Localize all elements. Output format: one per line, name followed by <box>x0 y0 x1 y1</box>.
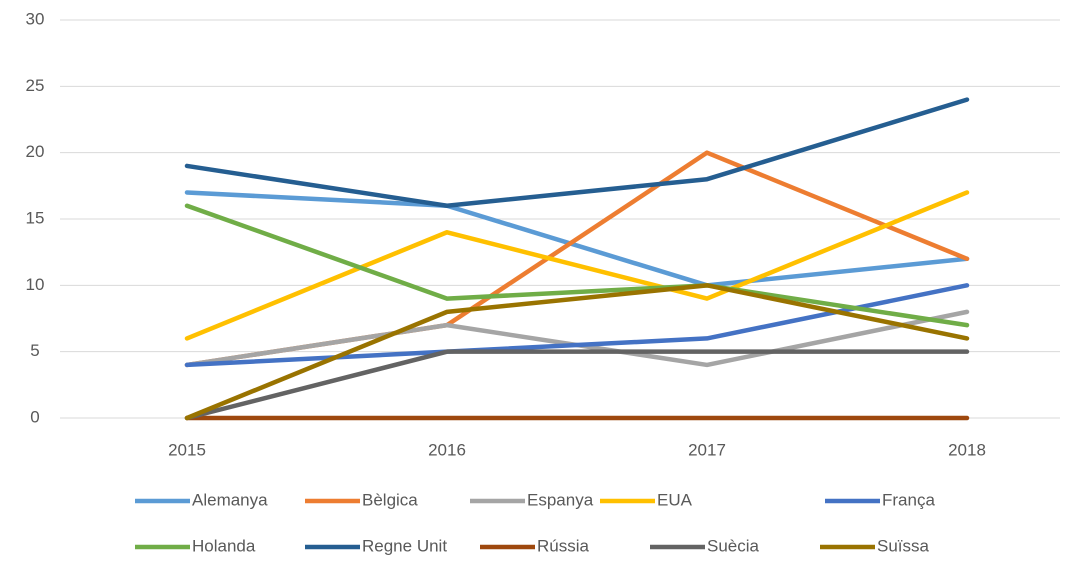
y-tick-label: 10 <box>26 275 45 294</box>
x-tick-label: 2016 <box>428 440 466 459</box>
series-line <box>184 190 970 341</box>
y-tick-label: 0 <box>30 407 39 426</box>
series-line <box>184 97 970 208</box>
legend-label: Alemanya <box>192 490 268 509</box>
y-tick-label: 30 <box>26 9 45 28</box>
series-line <box>184 203 970 328</box>
series-line <box>184 190 970 288</box>
x-tick-label: 2018 <box>948 440 986 459</box>
y-tick-label: 5 <box>30 341 39 360</box>
legend-label: Suècia <box>707 536 760 555</box>
legend-label: Holanda <box>192 536 256 555</box>
legend-label: Rússia <box>537 536 590 555</box>
legend-label: Bèlgica <box>362 490 418 509</box>
legend-label: Regne Unit <box>362 536 447 555</box>
y-tick-label: 25 <box>26 76 45 95</box>
x-tick-label: 2015 <box>168 440 206 459</box>
legend-label: Suïssa <box>877 536 930 555</box>
y-tick-label: 20 <box>26 142 45 161</box>
legend-label: Espanya <box>527 490 594 509</box>
x-tick-label: 2017 <box>688 440 726 459</box>
series-line <box>184 283 970 421</box>
series-line <box>184 349 970 421</box>
legend-label: EUA <box>657 490 693 509</box>
legend-label: França <box>882 490 935 509</box>
y-tick-label: 15 <box>26 208 45 227</box>
